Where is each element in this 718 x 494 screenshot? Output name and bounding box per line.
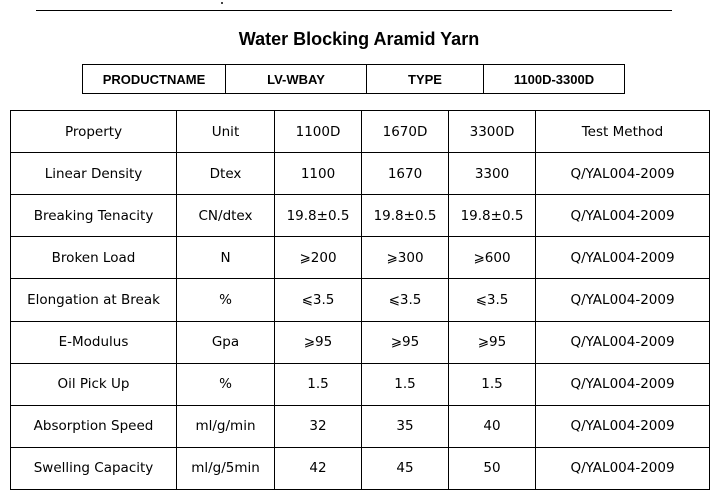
stray-dot	[221, 2, 223, 4]
specification-table: Property Unit 1100D 1670D 3300D Test Method Li…	[10, 109, 710, 491]
top-divider	[36, 10, 672, 11]
cell-property: Linear Density	[10, 152, 177, 196]
cell-1670d: 35	[361, 404, 449, 448]
cell-3300d: 3300	[448, 152, 536, 196]
cell-test-method: Q/YAL004-2009	[535, 236, 710, 280]
cell-1670d: ⩾95	[361, 320, 449, 364]
cell-property: Broken Load	[10, 236, 177, 280]
cell-1670d: ⩽3.5	[361, 278, 449, 322]
cell-property: Breaking Tenacity	[10, 194, 177, 238]
cell-3300d: ⩽3.5	[448, 278, 536, 322]
cell-1100d: 42	[274, 446, 362, 491]
cell-unit: ml/g/min	[176, 404, 275, 448]
table-row: Linear Density Dtex 1100 1670 3300 Q/YAL004-2…	[10, 152, 710, 196]
product-name-value: LV-WBAY	[225, 64, 367, 94]
column-header-1100d: 1100D	[274, 109, 362, 154]
cell-test-method: Q/YAL004-2009	[535, 446, 710, 491]
cell-unit: ml/g/5min	[176, 446, 275, 491]
product-header-row: PRODUCTNAME LV-WBAY TYPE 1100D-3300D	[82, 64, 625, 94]
cell-test-method: Q/YAL004-2009	[535, 278, 710, 322]
cell-test-method: Q/YAL004-2009	[535, 194, 710, 238]
column-header-1670d: 1670D	[361, 109, 449, 154]
cell-3300d: 1.5	[448, 362, 536, 406]
cell-property: Elongation at Break	[10, 278, 177, 322]
cell-1670d: 1670	[361, 152, 449, 196]
cell-test-method: Q/YAL004-2009	[535, 362, 710, 406]
cell-property: Oil Pick Up	[10, 362, 177, 406]
cell-test-method: Q/YAL004-2009	[535, 320, 710, 364]
cell-unit: CN/dtex	[176, 194, 275, 238]
cell-unit: N	[176, 236, 275, 280]
cell-unit: %	[176, 278, 275, 322]
cell-unit: %	[176, 362, 275, 406]
table-row: Broken Load N ⩾200 ⩾300 ⩾600 Q/YAL004-2009	[10, 236, 710, 280]
column-header-unit: Unit	[176, 109, 275, 154]
type-label: TYPE	[366, 64, 484, 94]
table-row: Breaking Tenacity CN/dtex 19.8±0.5 19.8±0.5…	[10, 194, 710, 238]
column-header-test-method: Test Method	[535, 109, 710, 154]
cell-property: E-Modulus	[10, 320, 177, 364]
table-header-row: Property Unit 1100D 1670D 3300D Test Method	[10, 109, 710, 154]
document-title: Water Blocking Aramid Yarn	[238, 29, 480, 49]
cell-3300d: 40	[448, 404, 536, 448]
cell-3300d: ⩾95	[448, 320, 536, 364]
cell-1670d: 1.5	[361, 362, 449, 406]
type-value: 1100D-3300D	[483, 64, 625, 94]
cell-1100d: ⩽3.5	[274, 278, 362, 322]
cell-3300d: 19.8±0.5	[448, 194, 536, 238]
table-row: Elongation at Break% ⩽3.5 ⩽3.5 ⩽3.5 Q/YAL004…	[10, 278, 710, 322]
cell-1100d: 32	[274, 404, 362, 448]
cell-1100d: 19.8±0.5	[274, 194, 362, 238]
cell-unit: Dtex	[176, 152, 275, 196]
table-row: E-Modulus Gpa ⩾95 ⩾95 ⩾95 Q/YAL004-2009	[10, 320, 710, 364]
cell-test-method: Q/YAL004-2009	[535, 152, 710, 196]
table-row: Oil Pick Up% 1.5 1.5 1.5 Q/YAL004-2009	[10, 362, 710, 406]
cell-3300d: ⩾600	[448, 236, 536, 280]
cell-3300d: 50	[448, 446, 536, 491]
cell-property: Swelling Capacity	[10, 446, 177, 491]
cell-unit: Gpa	[176, 320, 275, 364]
table-row: Absorption Speed ml/g/min 32 35 40 Q/YAL004-2…	[10, 404, 710, 448]
column-header-property: Property	[10, 109, 177, 154]
cell-1100d: 1100	[274, 152, 362, 196]
cell-1100d: ⩾200	[274, 236, 362, 280]
cell-1100d: ⩾95	[274, 320, 362, 364]
cell-1670d: 45	[361, 446, 449, 491]
cell-1670d: 19.8±0.5	[361, 194, 449, 238]
cell-1670d: ⩾300	[361, 236, 449, 280]
product-name-label: PRODUCTNAME	[82, 64, 226, 94]
table-row: Swelling Capacity ml/g/5min 42 45 50 Q/YAL004…	[10, 446, 710, 491]
product-header-table: PRODUCTNAME LV-WBAY TYPE 1100D-3300D	[82, 64, 625, 94]
cell-1100d: 1.5	[274, 362, 362, 406]
cell-property: Absorption Speed	[10, 404, 177, 448]
column-header-3300d: 3300D	[448, 109, 536, 154]
cell-test-method: Q/YAL004-2009	[535, 404, 710, 448]
